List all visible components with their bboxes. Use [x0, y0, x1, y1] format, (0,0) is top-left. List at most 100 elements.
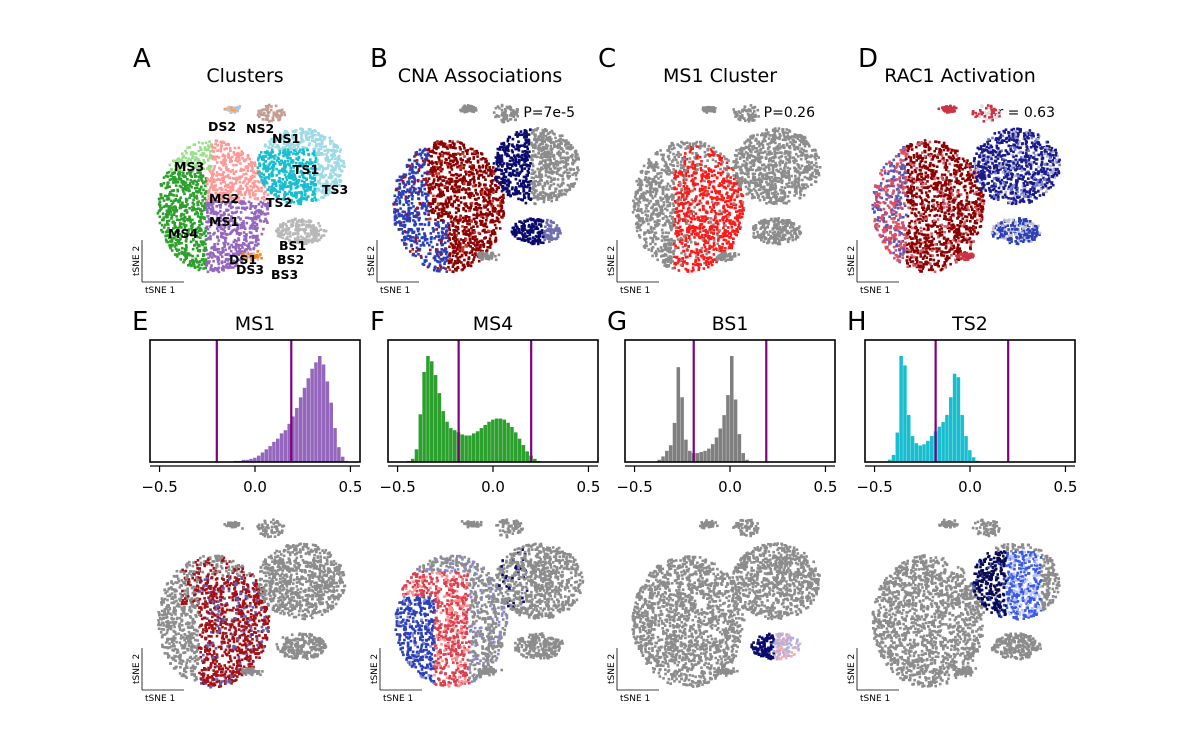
cell-point: [479, 239, 482, 243]
cell-point: [442, 179, 446, 182]
cell-point: [469, 245, 472, 248]
cell-point: [253, 175, 256, 178]
cell-point: [224, 143, 228, 147]
cell-point: [213, 185, 217, 188]
cluster-label: TS2: [266, 195, 292, 210]
cell-point: [396, 178, 400, 182]
cell-point: [244, 216, 248, 220]
cell-point: [174, 198, 178, 201]
cell-point: [241, 206, 244, 210]
cell-point: [483, 228, 486, 232]
cell-point: [537, 135, 540, 139]
cell-point: [225, 209, 228, 212]
cell-point: [235, 210, 239, 214]
cell-point: [158, 209, 161, 213]
cell-point: [185, 256, 188, 259]
cell-point: [200, 233, 204, 237]
cell-point: [451, 265, 455, 268]
cell-point: [300, 194, 303, 197]
cell-point: [525, 133, 529, 137]
cell-point: [537, 181, 540, 184]
cell-point: [181, 163, 185, 167]
cell-point: [283, 148, 287, 151]
cell-point: [501, 209, 505, 213]
cell-point: [221, 249, 225, 252]
cell-point: [177, 242, 181, 245]
cell-point: [221, 172, 225, 176]
cell-point: [530, 181, 533, 185]
cell-point: [220, 201, 224, 204]
cell-point: [426, 183, 430, 187]
cell-point: [448, 245, 451, 249]
cell-point: [476, 170, 479, 174]
cell-point: [309, 158, 312, 161]
cell-point: [251, 241, 254, 244]
cell-point: [463, 146, 466, 150]
tsne-scatter: [392, 103, 580, 274]
cell-point: [231, 155, 234, 159]
cell-point: [204, 229, 207, 233]
cell-point: [489, 212, 492, 216]
cell-point: [234, 211, 237, 214]
cell-point: [245, 206, 249, 209]
cell-point: [222, 250, 225, 254]
cell-point: [301, 164, 304, 168]
cell-point: [327, 164, 330, 168]
cell-point: [435, 147, 438, 151]
cell-point: [235, 176, 238, 180]
cell-point: [256, 166, 260, 169]
cell-point: [219, 194, 222, 197]
cell-point: [215, 213, 219, 216]
cell-point: [178, 184, 182, 188]
cell-point: [227, 213, 230, 217]
cell-point: [305, 146, 309, 150]
cell-point: [289, 147, 292, 150]
cell-point: [227, 186, 230, 189]
cell-point: [167, 170, 171, 174]
cell-point: [177, 252, 181, 256]
cell-point: [566, 156, 570, 159]
cell-point: [542, 200, 546, 204]
cell-point: [160, 207, 163, 210]
cell-point: [415, 242, 419, 245]
cell-point: [522, 182, 525, 185]
cell-point: [164, 238, 168, 241]
cell-point: [256, 180, 259, 183]
cell-point: [225, 165, 228, 169]
cell-point: [525, 139, 528, 143]
cell-point: [460, 248, 464, 251]
cell-point: [514, 147, 517, 151]
cell-point: [176, 239, 180, 242]
cell-point: [489, 184, 492, 188]
cell-point: [281, 178, 284, 181]
cell-point: [256, 196, 259, 200]
cell-point: [323, 229, 327, 233]
cell-point: [294, 186, 298, 190]
cell-point: [211, 185, 215, 189]
cell-point: [411, 197, 414, 201]
cell-point: [209, 143, 213, 146]
cell-point: [329, 172, 332, 176]
cell-point: [284, 228, 288, 231]
cell-point: [253, 180, 256, 183]
cell-point: [436, 254, 439, 257]
cell-point: [422, 178, 425, 181]
cell-point: [395, 216, 398, 219]
cell-point: [449, 180, 452, 184]
cell-point: [546, 153, 549, 157]
cell-point: [186, 146, 189, 150]
cell-point: [304, 133, 308, 137]
cell-point: [319, 147, 323, 151]
cell-point: [564, 164, 568, 167]
cell-point: [450, 187, 453, 190]
cell-point: [460, 161, 463, 165]
cell-point: [266, 212, 270, 215]
cell-point: [444, 176, 447, 179]
cell-point: [257, 208, 261, 212]
cell-point: [183, 183, 186, 186]
cell-point: [464, 202, 468, 205]
cell-point: [189, 220, 192, 224]
cell-point: [276, 114, 280, 117]
cell-point: [213, 243, 216, 246]
cell-point: [217, 258, 221, 262]
